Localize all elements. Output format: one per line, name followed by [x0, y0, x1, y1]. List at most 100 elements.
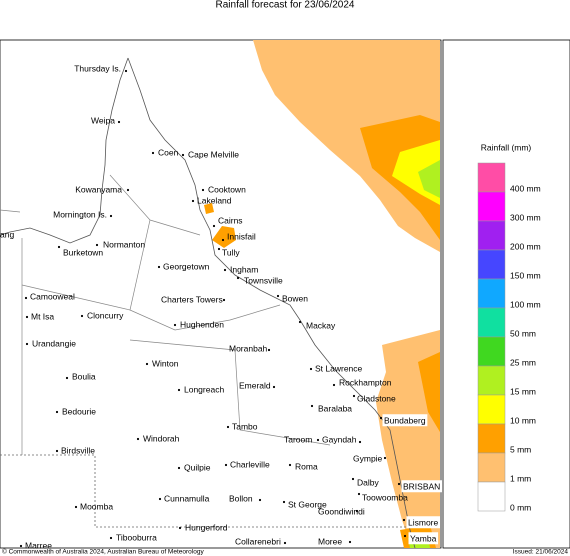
place-dot	[24, 296, 28, 300]
place-label: Kowanyama	[75, 184, 122, 194]
place-dot	[157, 265, 161, 269]
place-dot	[351, 477, 355, 481]
place-dot	[226, 425, 230, 429]
place-label: BRISBAN	[403, 481, 440, 491]
place-label: Cape Melville	[188, 149, 239, 159]
place-dot	[282, 500, 286, 504]
coastline	[0, 57, 129, 244]
place-dot	[223, 268, 227, 272]
place-dot	[136, 437, 140, 441]
legend-label: 100 mm	[510, 299, 541, 309]
legend-frame	[442, 39, 570, 549]
place-label: Urandangie	[32, 338, 76, 348]
legend: Rainfall (mm) 400 mm 300 mm 200 mm 150 mm 10…	[442, 39, 570, 549]
place-label: Charters Towers	[161, 294, 223, 304]
place-label: Mornington Is.	[53, 209, 107, 219]
place-label: Normanton	[103, 239, 145, 249]
place-label: Lakeland	[197, 195, 232, 205]
place-label: Cairns	[218, 215, 243, 225]
label-box	[401, 480, 442, 493]
place-label: Gympie	[353, 453, 383, 463]
place-label: Coen	[158, 147, 179, 157]
place-label: Cloncurry	[87, 310, 124, 320]
place-label: Collarenebri	[235, 536, 281, 546]
place-dot	[332, 383, 336, 387]
place-dot	[55, 410, 59, 414]
place-label: Camooweal	[30, 291, 75, 301]
place-dot	[358, 440, 362, 444]
place-dot	[217, 247, 221, 251]
place-dot	[276, 294, 280, 298]
legend-label: 25 mm	[510, 357, 536, 367]
place-label: Bedourie	[62, 406, 96, 416]
place-dot	[191, 199, 195, 203]
place-label: Gladstone	[357, 393, 396, 403]
label-box	[406, 516, 441, 529]
place-label: Mackay	[306, 320, 336, 330]
place-dot	[222, 298, 226, 302]
legend-swatch	[477, 336, 506, 367]
place-dot	[316, 438, 320, 442]
place-dot	[151, 151, 155, 155]
place-dot	[201, 188, 205, 192]
coastline	[127, 57, 416, 549]
legend-label: 50 mm	[510, 328, 536, 338]
place-dot	[126, 188, 130, 192]
label-box	[408, 532, 439, 545]
place-label: Cunnamulla	[164, 493, 210, 503]
place-label: Toowoomba	[362, 492, 408, 502]
legend-label: 300 mm	[510, 212, 541, 222]
place-label: Emerald	[239, 380, 271, 390]
rain-area	[204, 203, 214, 214]
place-dot	[181, 153, 185, 157]
place-dot	[258, 498, 262, 502]
title: Rainfall forecast for 23/06/2024	[216, 0, 355, 11]
place-dot	[272, 385, 276, 389]
legend-swatch	[477, 423, 506, 454]
legend-label: 15 mm	[510, 386, 536, 396]
place-label: Tully	[222, 247, 240, 257]
legend-label: 400 mm	[510, 183, 541, 193]
legend-label: 0 mm	[510, 502, 531, 512]
place-label: Longreach	[184, 384, 224, 394]
issued: Issued: 21/06/2024	[513, 549, 569, 556]
legend-label: 5 mm	[510, 444, 531, 454]
place-dot	[288, 463, 292, 467]
legend-swatch	[477, 249, 506, 280]
place-label: Hungerford	[185, 522, 228, 532]
place-label: Bollon	[229, 493, 253, 503]
place-dot	[25, 315, 29, 319]
place-label: Birdsville	[61, 445, 95, 455]
place-dot	[95, 243, 99, 247]
district-boundary	[0, 174, 331, 446]
label-box	[382, 414, 428, 427]
place-label: Tambo	[232, 421, 258, 431]
place-dot	[355, 509, 359, 513]
place-dot	[25, 342, 29, 346]
place-label: Cooktown	[208, 184, 246, 194]
place-dot	[383, 456, 387, 460]
state-border	[0, 454, 410, 528]
place-label: Bundaberg	[384, 415, 426, 425]
place-label: Marree	[25, 540, 52, 550]
place-label: Roma	[295, 461, 318, 471]
legend-swatch	[477, 394, 506, 425]
place-label: Burketown	[63, 247, 103, 257]
place-dot	[74, 505, 78, 509]
place-label: Goondiwindi	[318, 506, 365, 516]
place-label: Dalby	[357, 477, 379, 487]
place-label: Windorah	[143, 433, 180, 443]
place-label: Moranbah	[229, 343, 268, 353]
place-dot	[177, 388, 181, 392]
place-label: Taroom	[284, 434, 312, 444]
place-label: Baralaba	[318, 403, 352, 413]
place-dot	[65, 376, 69, 380]
place-label: Yamba	[410, 533, 437, 543]
place-dot	[310, 404, 314, 408]
place-label: St George	[288, 499, 327, 509]
place-dot	[224, 463, 228, 467]
place-label: Townsville	[244, 275, 283, 285]
place-dot	[212, 224, 216, 228]
place-label: Innisfail	[227, 231, 256, 241]
